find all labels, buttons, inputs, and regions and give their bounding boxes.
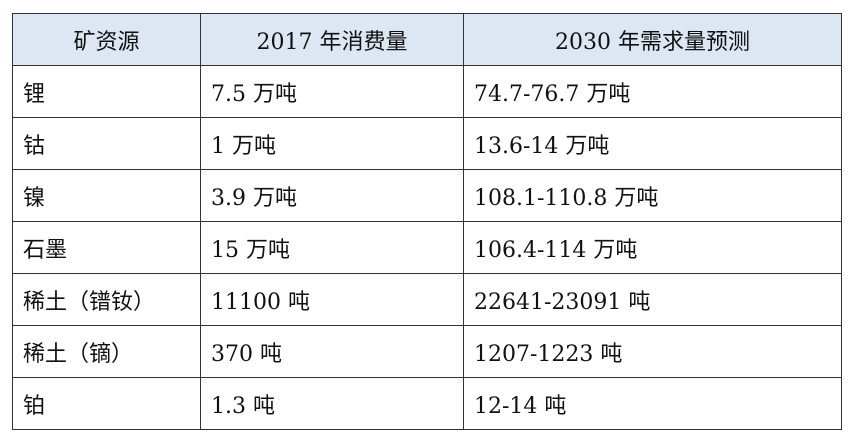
header-cell: 矿资源 (12, 13, 201, 66)
table-cell: 106.4-114 万吨 (463, 221, 842, 274)
resource-table: 矿资源 2017 年消费量 2030 年需求量预测 锂 7.5 万吨 74.7-76.7… (12, 13, 842, 430)
table-cell: 11100 吨 (200, 273, 464, 326)
table-cell: 1.3 吨 (200, 377, 464, 430)
table-cell: 13.6-14 万吨 (463, 117, 842, 170)
table-cell: 镍 (12, 169, 201, 222)
header-cell: 2030 年需求量预测 (463, 13, 842, 66)
table-cell: 15 万吨 (200, 221, 464, 274)
table-cell: 稀土（镝） (12, 325, 201, 378)
table-body: 锂 7.5 万吨 74.7-76.7 万吨钴 1 万吨 13.6-14 万吨镍 3.9 万… (12, 65, 842, 430)
table-cell: 12-14 吨 (463, 377, 842, 430)
table-row: 铂 1.3 吨 12-14 吨 (12, 377, 842, 430)
table-cell: 22641-23091 吨 (463, 273, 842, 326)
table-cell: 108.1-110.8 万吨 (463, 169, 842, 222)
table-row: 石墨 15 万吨 106.4-114 万吨 (12, 221, 842, 274)
table-cell: 铂 (12, 377, 201, 430)
table-row: 镍 3.9 万吨 108.1-110.8 万吨 (12, 169, 842, 222)
table-cell: 石墨 (12, 221, 201, 274)
header-row: 矿资源 2017 年消费量 2030 年需求量预测 (12, 13, 842, 66)
table-cell: 锂 (12, 65, 201, 118)
table-cell: 1 万吨 (200, 117, 464, 170)
table-cell: 3.9 万吨 (200, 169, 464, 222)
table-cell: 1207-1223 吨 (463, 325, 842, 378)
table-row: 稀土（镝） 370 吨 1207-1223 吨 (12, 325, 842, 378)
table-row: 锂 7.5 万吨 74.7-76.7 万吨 (12, 65, 842, 118)
table-cell: 钴 (12, 117, 201, 170)
table-cell: 7.5 万吨 (200, 65, 464, 118)
table-cell: 74.7-76.7 万吨 (463, 65, 842, 118)
table-row: 稀土（镨钕） 11100 吨 22641-23091 吨 (12, 273, 842, 326)
table-cell: 稀土（镨钕） (12, 273, 201, 326)
header-cell: 2017 年消费量 (200, 13, 464, 66)
table-cell: 370 吨 (200, 325, 464, 378)
